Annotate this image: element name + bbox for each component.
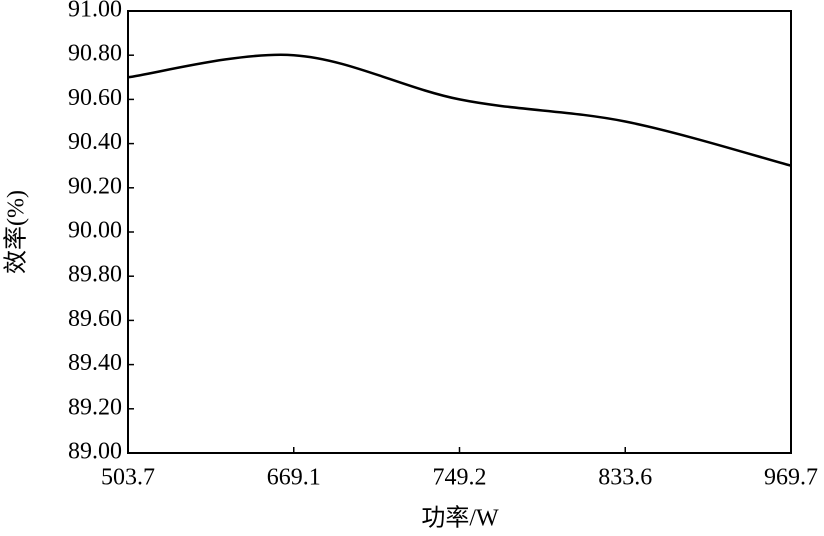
y-tick-label: 89.80	[68, 262, 122, 288]
x-axis-label: 功率/W	[421, 505, 499, 532]
data-line	[127, 53, 792, 167]
y-tick-label: 91.00	[68, 0, 122, 23]
x-tick-label: 969.7	[764, 465, 818, 491]
y-tick-label: 89.60	[68, 306, 122, 332]
y-tick-label: 89.20	[68, 394, 122, 420]
x-tick-label: 669.1	[267, 465, 321, 491]
y-tick-label: 90.00	[68, 218, 122, 244]
y-tick-label: 90.20	[68, 173, 122, 199]
x-tick-label: 503.7	[101, 465, 155, 491]
plot-frame	[127, 10, 792, 454]
y-tick-label: 90.60	[68, 85, 122, 111]
y-tick-label: 89.00	[68, 439, 122, 465]
y-tick-label: 89.40	[68, 350, 122, 376]
x-tick-label: 833.6	[598, 465, 652, 491]
y-axis-label: 效率(%)	[3, 190, 30, 274]
x-tick-label: 749.2	[433, 465, 487, 491]
y-tick-label: 90.80	[68, 41, 122, 67]
y-tick-label: 90.40	[68, 129, 122, 155]
